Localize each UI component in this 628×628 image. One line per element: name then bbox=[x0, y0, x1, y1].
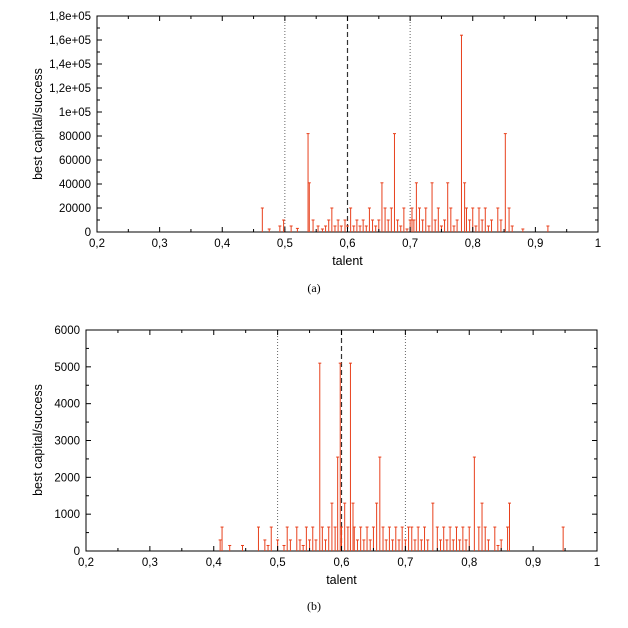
x-axis-ticks: 0,2 0,3 0,4 0,5 0,6 0,7 0,8 0,9 1 bbox=[78, 330, 600, 569]
y-tick-label: 40000 bbox=[59, 179, 91, 191]
x-tick-label: 0,2 bbox=[78, 557, 94, 569]
x-tick-label: 0,9 bbox=[527, 238, 543, 250]
y-tick-label: 1,2e+05 bbox=[49, 83, 91, 95]
x-tick-label: 0,3 bbox=[142, 557, 158, 569]
y-tick-label: 0 bbox=[85, 227, 91, 239]
x-tick-label: 0,5 bbox=[270, 557, 286, 569]
y-axis-ticks: 0 1000 2000 3000 4000 5000 6000 bbox=[54, 325, 597, 558]
x-tick-label: 0,7 bbox=[402, 238, 418, 250]
y-axis-label: best capital/success bbox=[31, 384, 45, 496]
x-tick-label: 0,2 bbox=[89, 238, 105, 250]
y-tick-label: 3000 bbox=[54, 436, 80, 448]
x-tick-label: 0,4 bbox=[206, 557, 223, 569]
x-tick-label: 1 bbox=[594, 557, 600, 569]
y-tick-label: 1,4e+05 bbox=[49, 59, 91, 71]
y-tick-label: 1000 bbox=[54, 509, 80, 521]
caption-b: (b) bbox=[307, 599, 321, 613]
x-axis-ticks: 0,2 0,3 0,4 0,5 0,6 0,7 0,8 0,9 1 bbox=[89, 16, 601, 250]
y-tick-label: 0 bbox=[74, 546, 80, 558]
x-tick-label: 0,7 bbox=[397, 557, 413, 569]
x-tick-label: 0,8 bbox=[461, 557, 477, 569]
y-tick-label: 5000 bbox=[54, 362, 80, 374]
x-tick-label: 1 bbox=[595, 238, 601, 250]
y-tick-label: 6000 bbox=[54, 325, 80, 337]
y-tick-label: 1,8e+05 bbox=[49, 11, 91, 23]
x-axis-label: talent bbox=[326, 573, 357, 587]
x-tick-label: 0,9 bbox=[525, 557, 541, 569]
reference-lines bbox=[277, 330, 406, 551]
y-axis-ticks: 0 20000 40000 60000 80000 1e+05 1,2e+05 1,4e+05… bbox=[49, 11, 598, 239]
chart-panel-a: 0 20000 40000 60000 80000 1e+05 1,2e+05 1,4e+05… bbox=[31, 11, 601, 295]
x-tick-label: 0,5 bbox=[277, 238, 293, 250]
y-tick-label: 2000 bbox=[54, 472, 80, 484]
y-tick-label: 4000 bbox=[54, 399, 80, 411]
x-tick-label: 0,8 bbox=[465, 238, 481, 250]
x-tick-label: 0,6 bbox=[334, 557, 350, 569]
reference-lines bbox=[284, 16, 411, 232]
x-tick-label: 0,4 bbox=[214, 238, 231, 250]
bars bbox=[260, 34, 550, 232]
y-tick-label: 80000 bbox=[59, 131, 91, 143]
y-tick-label: 60000 bbox=[59, 155, 91, 167]
x-axis-label: talent bbox=[332, 254, 363, 268]
x-tick-label: 0,3 bbox=[152, 238, 168, 250]
caption-a: (a) bbox=[307, 281, 320, 295]
x-tick-label: 0,6 bbox=[340, 238, 356, 250]
y-tick-label: 1e+05 bbox=[59, 107, 91, 119]
y-tick-label: 20000 bbox=[59, 203, 91, 215]
bars bbox=[218, 362, 565, 551]
y-tick-label: 1,6e+05 bbox=[49, 35, 91, 47]
y-axis-label: best capital/success bbox=[31, 68, 45, 180]
